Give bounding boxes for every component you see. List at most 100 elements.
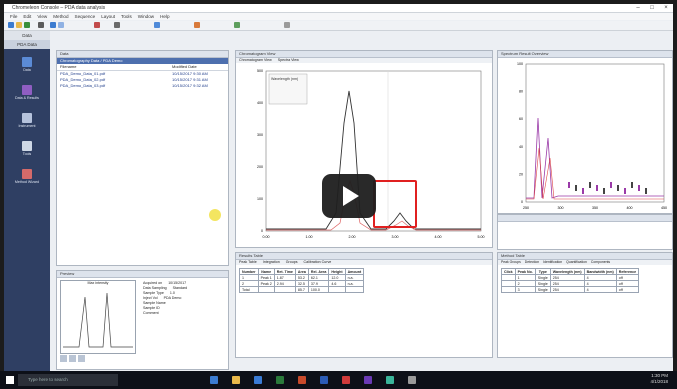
- results-tab[interactable]: Peak Table: [239, 260, 257, 264]
- table-row[interactable]: Total 85.7 100.0: [239, 286, 365, 293]
- app-window: Chromeleon Console – PDA data analysis –…: [4, 4, 673, 382]
- preview-toolbar: [60, 355, 85, 362]
- spectrum-marker: [589, 182, 591, 188]
- prev-page-icon[interactable]: [69, 355, 76, 362]
- menu-item-help[interactable]: Help: [160, 14, 170, 19]
- y-tick-label: 200: [257, 165, 263, 169]
- menu-item-window[interactable]: Window: [137, 14, 155, 19]
- method-tab[interactable]: Quantification: [566, 260, 587, 264]
- nav-item-label: Method Wizard: [14, 180, 40, 184]
- column-modified-date[interactable]: Modified Date: [172, 64, 197, 69]
- y-tick-label: 500: [257, 69, 263, 73]
- print-icon[interactable]: [38, 22, 44, 28]
- preview-info-row: Acquired on 10/15/2017: [143, 281, 187, 286]
- method-tab[interactable]: Identification: [543, 260, 563, 264]
- menu-item-tools[interactable]: Tools: [121, 14, 132, 19]
- purity-panel: [497, 214, 673, 250]
- preview-info-value: PDA Demo: [163, 296, 182, 300]
- menu-item-sequence[interactable]: Sequence: [74, 14, 96, 19]
- open-icon[interactable]: [16, 22, 22, 28]
- x-tick-label: 5.00: [478, 235, 485, 239]
- chromeleon-icon[interactable]: [386, 376, 394, 384]
- file-row[interactable]: PDA_Demo_Data_03.pdf 10/15/2017 9:32 AM: [57, 83, 228, 89]
- preview-info-label: Inject Vol: [143, 296, 158, 300]
- results-tab[interactable]: Integration: [262, 260, 280, 264]
- table-cell: [328, 286, 346, 293]
- save-icon[interactable]: [24, 22, 30, 28]
- y-tick-label: 0: [261, 229, 263, 233]
- table-row[interactable]: 3 Single 254 4 off: [501, 286, 640, 293]
- nav-item-2[interactable]: Instrument: [6, 113, 48, 128]
- file-row[interactable]: PDA_Demo_Data_01.pdf 10/15/2017 9:30 AM: [57, 71, 228, 77]
- menu-item-layout[interactable]: Layout: [101, 14, 116, 19]
- column-filename[interactable]: Filename: [60, 64, 77, 69]
- windows-start-icon[interactable]: [6, 376, 14, 384]
- task-view-icon[interactable]: [210, 376, 218, 384]
- peak-icon[interactable]: [194, 22, 200, 28]
- zoom-icon[interactable]: [50, 22, 56, 28]
- wizard-icon: [22, 169, 32, 179]
- table-cell: 100.0: [307, 286, 330, 293]
- menu-item-view[interactable]: View: [37, 14, 48, 19]
- chromatogram-legend: Wavelength (nm): [271, 77, 298, 81]
- file-name: PDA_Demo_Data_01.pdf: [60, 71, 106, 76]
- menu-item-file[interactable]: File: [10, 14, 18, 19]
- nav-item-4[interactable]: Method Wizard: [6, 169, 48, 184]
- y-tick-label: 80: [519, 90, 523, 94]
- spectrum-marker: [624, 188, 626, 194]
- layout-icon[interactable]: [58, 22, 64, 28]
- maximize-icon[interactable]: □: [650, 5, 654, 11]
- app-icon[interactable]: [342, 376, 350, 384]
- tab-chromatogram[interactable]: Chromatogram View: [239, 58, 272, 62]
- results-icon: [22, 85, 32, 95]
- next-page-icon[interactable]: [78, 355, 85, 362]
- clock-date: 4/1/2018: [650, 379, 668, 384]
- undo-icon[interactable]: [114, 22, 120, 28]
- x-tick-label: 400: [627, 206, 633, 210]
- tools-icon: [22, 141, 32, 151]
- preview-panel-title: Preview: [57, 271, 228, 278]
- y-tick-label: 100: [257, 197, 263, 201]
- toolbar: [4, 21, 673, 31]
- preview-info-row: Comment: [143, 311, 187, 316]
- first-page-icon[interactable]: [60, 355, 67, 362]
- file-date: 10/15/2017 9:32 AM: [172, 83, 208, 88]
- integrate-icon[interactable]: [94, 22, 100, 28]
- spectra-icon[interactable]: [234, 22, 240, 28]
- method-tab[interactable]: Components: [590, 260, 611, 264]
- minimize-icon[interactable]: –: [636, 5, 640, 11]
- word-icon[interactable]: [320, 376, 328, 384]
- settings-icon[interactable]: [408, 376, 416, 384]
- chart-icon[interactable]: [154, 22, 160, 28]
- edge-icon[interactable]: [254, 376, 262, 384]
- file-row[interactable]: PDA_Demo_Data_02.pdf 10/15/2017 9:31 AM: [57, 77, 228, 83]
- navigation-tab[interactable]: PDA Data: [4, 40, 50, 49]
- method-tab[interactable]: Detection: [524, 260, 540, 264]
- taskbar-search[interactable]: Type here to search: [18, 374, 118, 386]
- menu-item-method[interactable]: Method: [53, 14, 69, 19]
- excel-icon[interactable]: [276, 376, 284, 384]
- method-tab[interactable]: Peak Groups: [501, 260, 521, 264]
- nav-item-1[interactable]: Data & Results: [6, 85, 48, 100]
- preview-info-row: Sample ID: [143, 306, 187, 311]
- new-icon[interactable]: [8, 22, 14, 28]
- nav-item-0[interactable]: Data: [6, 57, 48, 72]
- play-button[interactable]: [322, 174, 376, 218]
- results-tab[interactable]: Calibration Curve: [303, 260, 332, 264]
- x-tick-label: 3.00: [392, 235, 399, 239]
- file-explorer-icon[interactable]: [232, 376, 240, 384]
- menu-item-edit[interactable]: Edit: [23, 14, 32, 19]
- powerpoint-icon[interactable]: [298, 376, 306, 384]
- onenote-icon[interactable]: [364, 376, 372, 384]
- preview-thumbnail: Max intensity: [60, 280, 136, 354]
- settings-icon[interactable]: [284, 22, 290, 28]
- nav-item-3[interactable]: Tools: [6, 141, 48, 156]
- results-tab[interactable]: Groups: [285, 260, 298, 264]
- table-cell: [344, 286, 365, 293]
- preview-plot: [63, 292, 133, 348]
- tab-spectra[interactable]: Spectra View: [277, 58, 299, 62]
- table-cell: off: [615, 286, 640, 293]
- close-icon[interactable]: ×: [664, 5, 668, 11]
- preview-info-label: Acquired on: [143, 281, 163, 285]
- file-panel: Data Chromatography Data / PDA Demo File…: [56, 50, 229, 266]
